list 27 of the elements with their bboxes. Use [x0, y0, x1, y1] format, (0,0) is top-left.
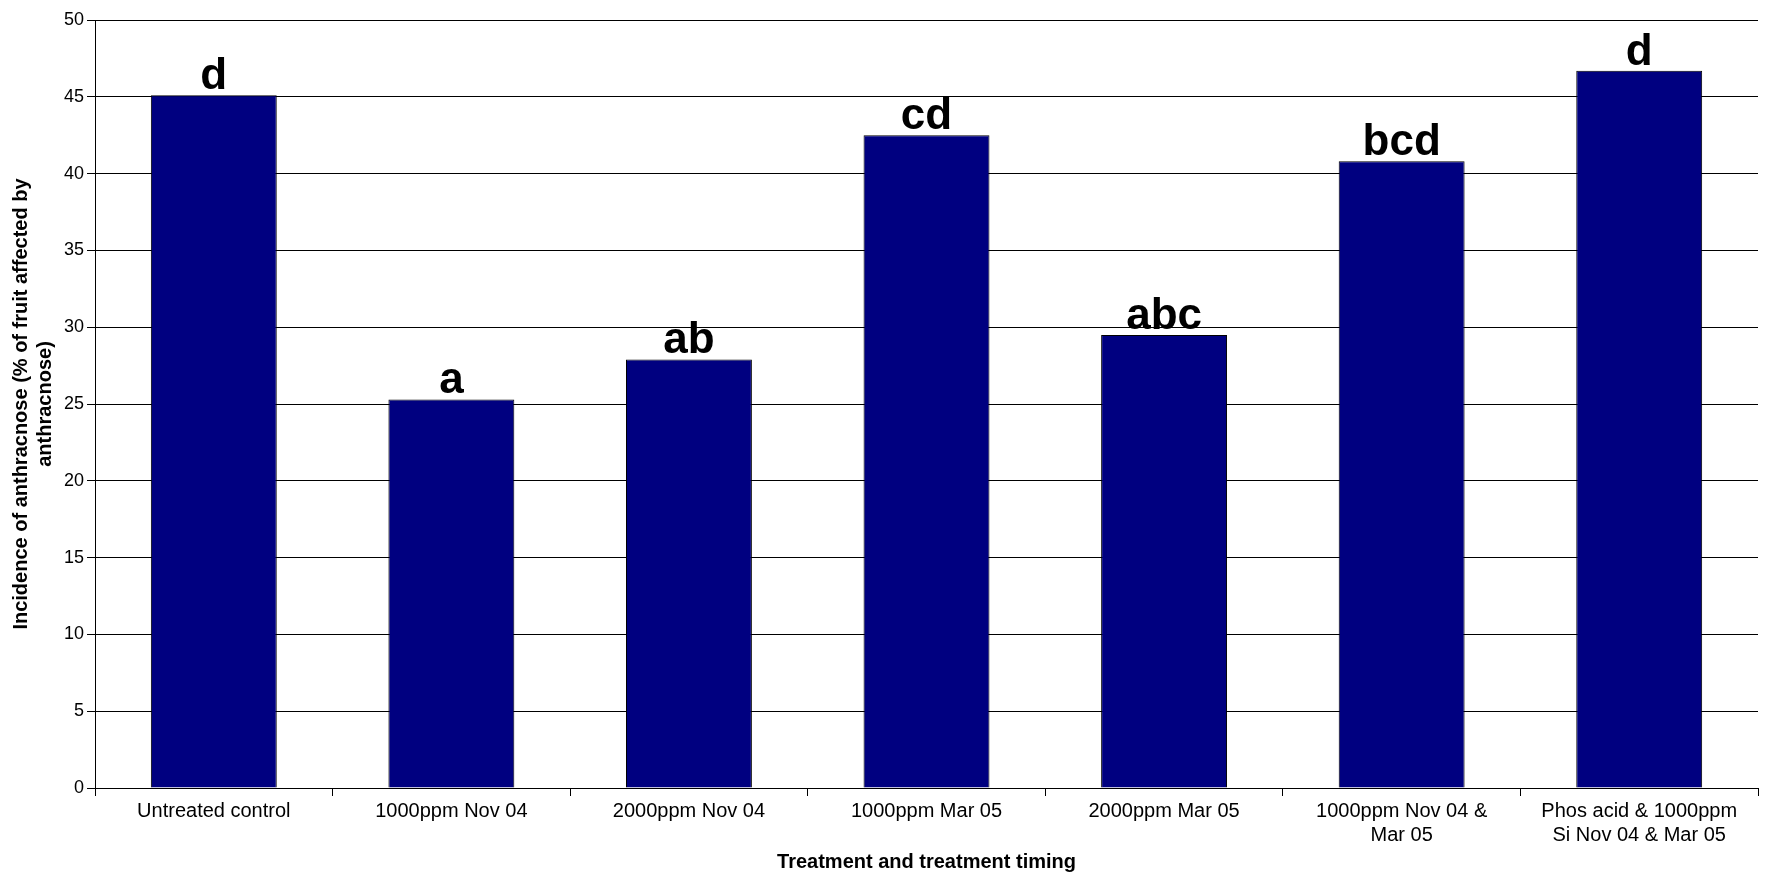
y-tick-label: 10: [63, 623, 85, 644]
annotation: cd: [900, 89, 953, 139]
annotation: ab: [663, 313, 715, 363]
y-tick-label: 30: [63, 316, 85, 337]
x-tick-label: 2000ppm Mar 05: [1088, 798, 1240, 821]
x-tick-label: 2000ppm Nov 04: [612, 798, 766, 821]
y-tick-label: 40: [63, 162, 85, 183]
y-tick-label: 15: [63, 546, 85, 567]
y-tick-label: 50: [63, 8, 85, 29]
annotation: d: [1625, 24, 1653, 74]
x-tick-label: 1000ppm Mar 05: [850, 798, 1003, 821]
annotation: abc: [1126, 288, 1202, 338]
annotation: bcd: [1362, 115, 1441, 165]
y-tick-label: 25: [63, 392, 85, 413]
x-tick-label: Phos acid & 1000ppm Si Nov 04 & Mar 05: [1541, 798, 1738, 845]
y-tick-label: 20: [63, 469, 85, 490]
y-axis-title: Incidence of anthracnose (% of fruit affected by anthracnose): [8, 177, 55, 630]
x-tick-label: Untreated control: [137, 798, 291, 821]
y-tick-label: 5: [74, 700, 85, 721]
y-tick-label: 0: [74, 776, 85, 797]
x-tick-label: 1000ppm Nov 04: [375, 798, 528, 821]
annotation: a: [439, 353, 465, 403]
y-tick-label: 35: [63, 239, 85, 260]
x-axis-title: Treatment and treatment timing: [777, 849, 1076, 872]
y-tick-label: 45: [63, 85, 85, 106]
x-tick-label: 1000ppm Nov 04 & Mar 05: [1316, 798, 1488, 845]
annotation: d: [200, 49, 228, 99]
